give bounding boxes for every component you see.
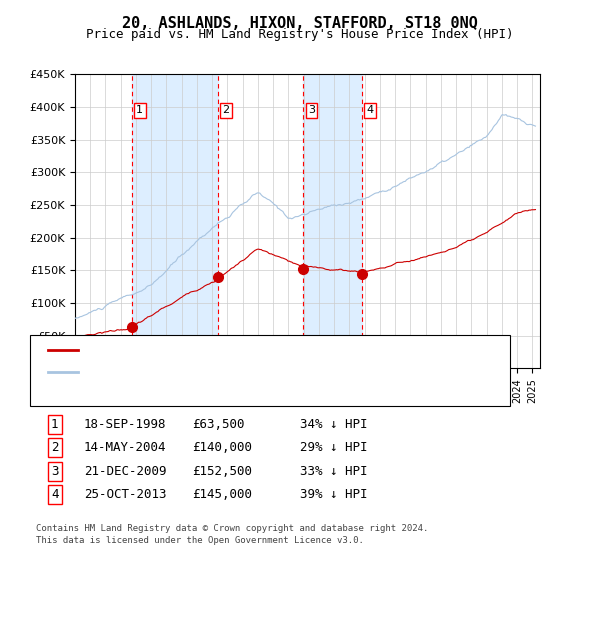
Bar (132, 74, 218, 368)
Text: 3: 3 (51, 465, 59, 477)
Text: Contains HM Land Registry data © Crown copyright and database right 2024.: Contains HM Land Registry data © Crown c… (36, 524, 428, 533)
Text: 3: 3 (308, 105, 315, 115)
Text: 4: 4 (51, 489, 59, 501)
Text: Price paid vs. HM Land Registry's House Price Index (HPI): Price paid vs. HM Land Registry's House … (86, 28, 514, 41)
Text: £63,500: £63,500 (192, 418, 245, 431)
Text: 4: 4 (367, 105, 373, 115)
Text: 18-SEP-1998: 18-SEP-1998 (84, 418, 167, 431)
Text: £152,500: £152,500 (192, 465, 252, 477)
Text: 33% ↓ HPI: 33% ↓ HPI (300, 465, 367, 477)
Text: 21-DEC-2009: 21-DEC-2009 (84, 465, 167, 477)
Bar (303, 74, 362, 368)
Text: This data is licensed under the Open Government Licence v3.0.: This data is licensed under the Open Gov… (36, 536, 364, 546)
Text: 2: 2 (223, 105, 230, 115)
Text: 20, ASHLANDS, HIXON, STAFFORD, ST18 0NQ (detached house): 20, ASHLANDS, HIXON, STAFFORD, ST18 0NQ … (81, 345, 431, 355)
Text: 1: 1 (136, 105, 143, 115)
Text: HPI: Average price, detached house, Stafford: HPI: Average price, detached house, Staf… (81, 367, 356, 377)
Text: 2: 2 (51, 441, 59, 454)
Text: £145,000: £145,000 (192, 489, 252, 501)
Text: 39% ↓ HPI: 39% ↓ HPI (300, 489, 367, 501)
Text: 34% ↓ HPI: 34% ↓ HPI (300, 418, 367, 431)
Text: 14-MAY-2004: 14-MAY-2004 (84, 441, 167, 454)
Text: 25-OCT-2013: 25-OCT-2013 (84, 489, 167, 501)
Text: 20, ASHLANDS, HIXON, STAFFORD, ST18 0NQ: 20, ASHLANDS, HIXON, STAFFORD, ST18 0NQ (122, 16, 478, 30)
Text: 1: 1 (51, 418, 59, 431)
Text: £140,000: £140,000 (192, 441, 252, 454)
Text: 29% ↓ HPI: 29% ↓ HPI (300, 441, 367, 454)
